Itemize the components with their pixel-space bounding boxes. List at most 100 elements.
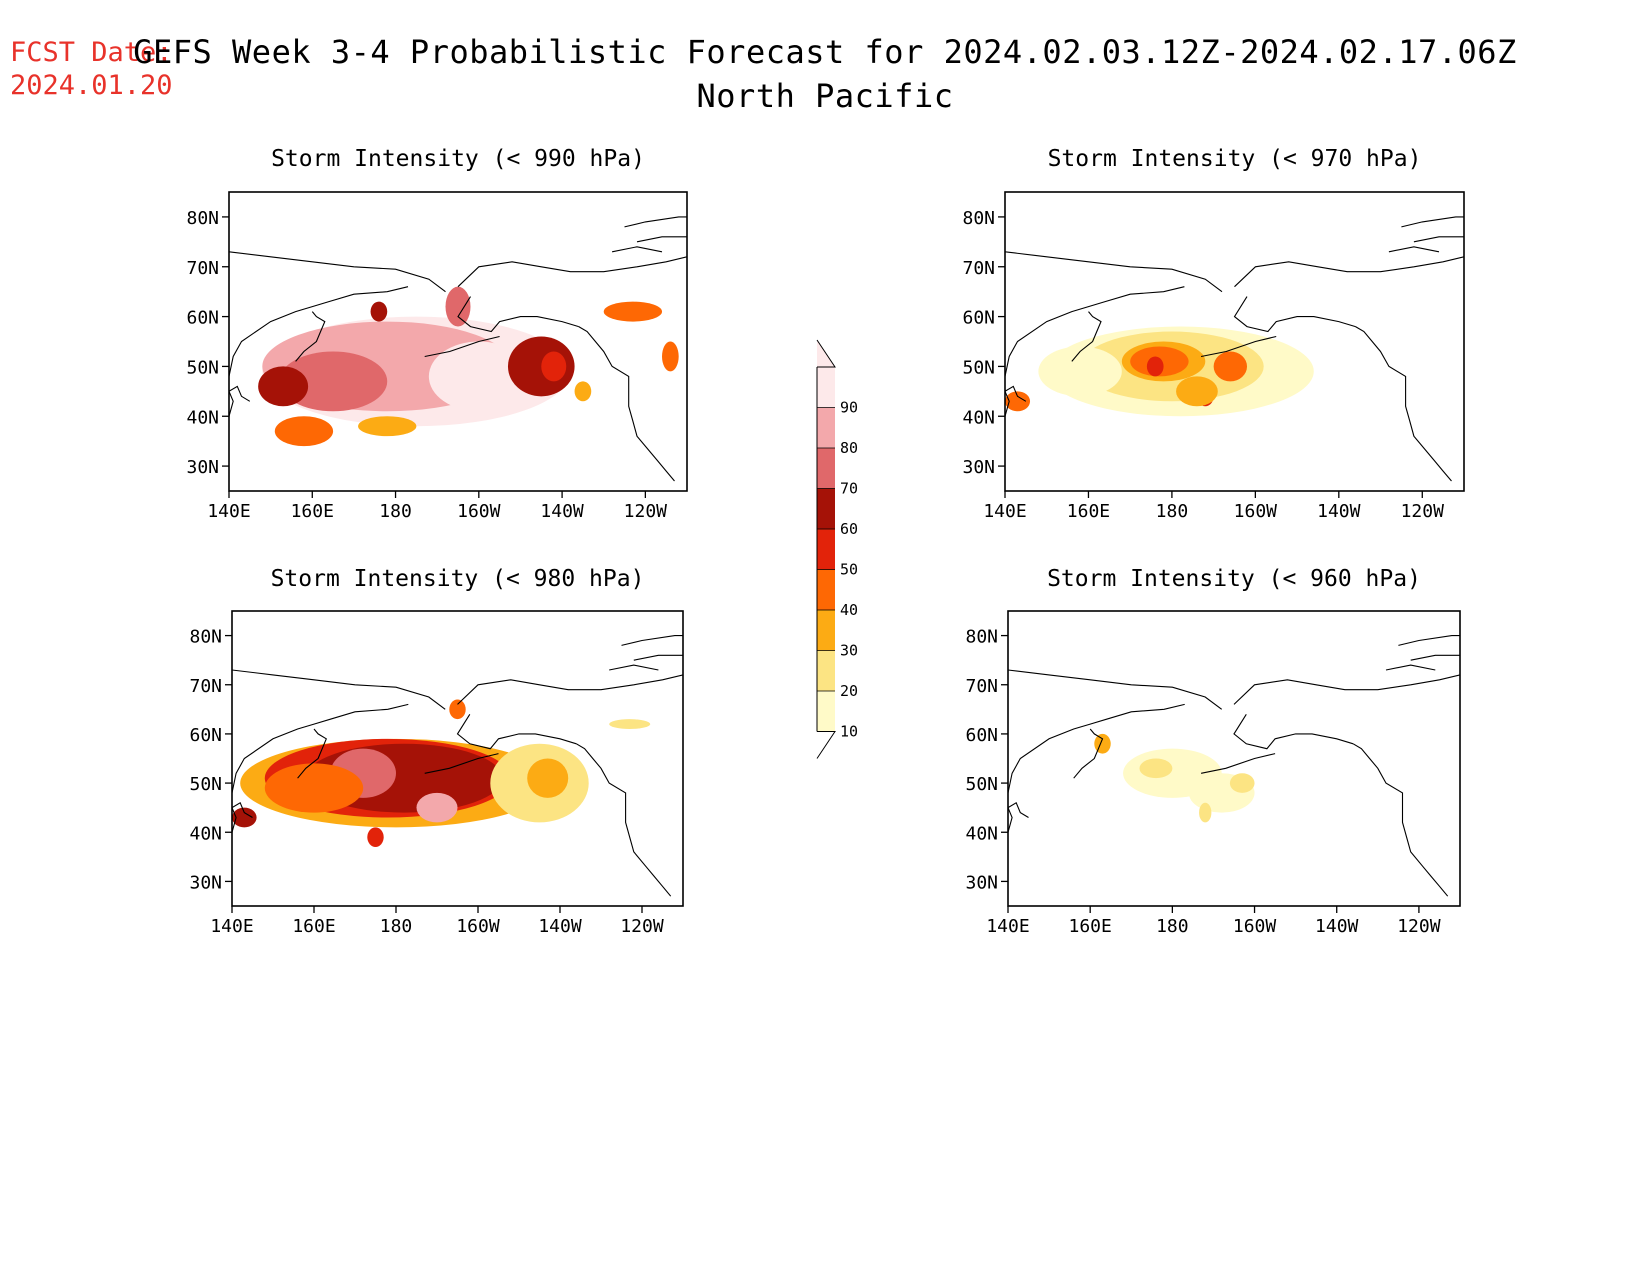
lon-tick-label: 120W (1397, 916, 1441, 937)
lon-tick-label: 160W (456, 916, 500, 937)
probability-cell (232, 807, 257, 828)
colorbar-swatch (817, 691, 835, 732)
coastline (609, 664, 659, 671)
colorbar-swatch (817, 367, 835, 408)
coastline (1413, 236, 1464, 243)
coastline (1234, 256, 1464, 288)
lon-tick-label: 180 (380, 916, 413, 937)
panel-title: Storm Intensity (< 960 hPa) (1047, 566, 1421, 592)
lat-tick-label: 30N (186, 457, 219, 478)
lat-tick-label: 40N (962, 407, 995, 428)
probability-cell (1229, 773, 1255, 793)
probability-cell (449, 699, 466, 720)
lon-tick-label: 160E (1069, 916, 1112, 937)
probability-cell (258, 366, 309, 407)
lat-tick-label: 70N (965, 676, 998, 697)
colorbar-swatch (817, 569, 835, 610)
lat-tick-label: 70N (189, 676, 222, 697)
map-frame (228, 191, 688, 492)
colorbar: 10 20 30 40 50 60 70 80 90 (816, 339, 858, 759)
coastline (232, 669, 446, 710)
panel-title: Storm Intensity (< 970 hPa) (1048, 146, 1422, 172)
probability-cell (1005, 391, 1031, 412)
coastline (1008, 703, 1185, 794)
coastline (1008, 669, 1223, 710)
coastline (1005, 251, 1223, 293)
lon-tick-label: 140E (210, 916, 253, 937)
lon-tick-label: 180 (379, 501, 412, 522)
coastline (1233, 714, 1354, 750)
colorbar-label: 10 (840, 723, 858, 741)
probability-cell (370, 301, 388, 322)
lon-tick-label: 120W (624, 501, 668, 522)
colorbar-label: 60 (840, 520, 858, 538)
lon-tick-label: 140W (1315, 916, 1359, 937)
panel-980hpa: Storm Intensity (< 980 hPa) 80N 70N 60N 50N 4… (189, 566, 684, 937)
colorbar-bottom-tip (816, 731, 836, 759)
coastline (229, 251, 446, 293)
lon-tick-label: 160W (457, 501, 501, 522)
lat-tick-label: 70N (186, 258, 219, 279)
coastline (424, 335, 500, 358)
lat-tick-label: 40N (189, 823, 222, 844)
coastline (457, 674, 683, 705)
coastline (1073, 728, 1104, 779)
lon-tick-label: 120W (620, 916, 664, 937)
map-frame (231, 610, 684, 907)
coastline (1233, 296, 1356, 333)
lon-tick-label: 160E (1067, 501, 1110, 522)
colorbar-label: 30 (840, 642, 858, 660)
coastline (1200, 335, 1277, 358)
probability-cell (1139, 758, 1173, 779)
lat-tick-label: 40N (186, 407, 219, 428)
coastline (232, 703, 409, 794)
coastline (1008, 802, 1029, 833)
coastline (624, 216, 687, 228)
lat-tick-label: 50N (186, 357, 219, 378)
coastline (1398, 635, 1460, 646)
coastline (457, 256, 687, 288)
panel-title: Storm Intensity (< 980 hPa) (271, 566, 645, 592)
lon-tick-label: 160W (1234, 501, 1278, 522)
colorbar-swatch (817, 610, 835, 651)
coastline (229, 385, 251, 417)
probability-cell (603, 301, 663, 322)
lat-tick-label: 30N (965, 872, 998, 893)
probability-cell (264, 763, 364, 813)
coastline (633, 654, 683, 661)
probability-cell (1094, 733, 1111, 754)
coastline (1200, 753, 1276, 774)
coastline (456, 714, 577, 750)
colorbar-label: 70 (840, 480, 858, 498)
lon-tick-label: 160W (1233, 916, 1277, 937)
figure-title: GEFS Week 3-4 Probabilistic Forecast for… (133, 33, 1517, 71)
probability-cell (1038, 346, 1122, 397)
lon-tick-label: 120W (1401, 501, 1445, 522)
probability-cell (445, 286, 471, 327)
probability-cell (1146, 356, 1164, 377)
coastline (1355, 326, 1452, 482)
probability-cell (527, 758, 569, 798)
lat-tick-label: 50N (189, 774, 222, 795)
probability-cell (428, 341, 529, 412)
colorbar-label: 80 (840, 439, 858, 457)
lon-tick-label: 160E (291, 501, 334, 522)
lat-tick-label: 30N (962, 457, 995, 478)
forecast-date-block: FCST Date: 2024.01.20 (10, 36, 173, 102)
colorbar-label: 20 (840, 682, 858, 700)
lon-tick-label: 180 (1156, 916, 1189, 937)
coastline (576, 743, 672, 897)
lat-tick-label: 50N (965, 774, 998, 795)
lat-tick-label: 60N (189, 725, 222, 746)
lat-tick-label: 80N (189, 627, 222, 648)
colorbar-label: 40 (840, 601, 858, 619)
map-frame (1007, 610, 1461, 907)
probability-cell (358, 416, 417, 437)
probability-cell (541, 351, 567, 382)
colorbar-label: 50 (840, 561, 858, 579)
lon-tick-label: 180 (1156, 501, 1189, 522)
lon-tick-label: 140E (983, 501, 1026, 522)
coastline (611, 246, 663, 253)
probability-cell (416, 792, 458, 823)
